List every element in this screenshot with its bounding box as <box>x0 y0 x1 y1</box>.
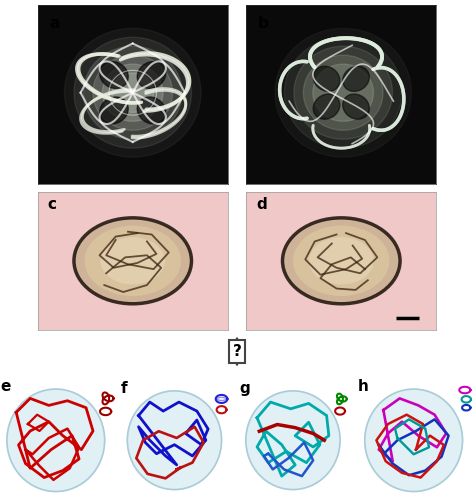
Circle shape <box>313 64 374 121</box>
Circle shape <box>64 28 201 157</box>
Text: a: a <box>49 16 60 31</box>
Ellipse shape <box>137 97 166 124</box>
Circle shape <box>93 55 173 131</box>
Ellipse shape <box>137 61 166 88</box>
Ellipse shape <box>343 66 369 91</box>
Circle shape <box>275 28 411 157</box>
Ellipse shape <box>313 66 340 91</box>
Text: ?: ? <box>233 344 241 359</box>
Text: h: h <box>358 379 369 394</box>
Ellipse shape <box>100 97 128 124</box>
Text: f: f <box>120 381 127 396</box>
Ellipse shape <box>7 389 105 491</box>
Circle shape <box>102 64 163 121</box>
Circle shape <box>303 55 383 131</box>
Ellipse shape <box>313 94 340 119</box>
Circle shape <box>293 226 390 296</box>
Circle shape <box>284 37 402 148</box>
Circle shape <box>84 226 181 296</box>
Circle shape <box>112 73 154 112</box>
Circle shape <box>309 237 374 284</box>
Circle shape <box>283 218 400 304</box>
Ellipse shape <box>128 391 221 489</box>
Ellipse shape <box>343 94 369 119</box>
Circle shape <box>74 37 191 148</box>
Circle shape <box>100 237 165 284</box>
Circle shape <box>294 46 392 139</box>
Circle shape <box>83 46 182 139</box>
Ellipse shape <box>365 389 463 491</box>
Text: g: g <box>239 381 250 396</box>
Ellipse shape <box>246 391 340 489</box>
Circle shape <box>74 218 191 304</box>
Text: c: c <box>47 197 56 212</box>
Text: d: d <box>256 197 267 212</box>
Text: b: b <box>258 16 269 31</box>
Text: e: e <box>0 379 10 394</box>
Ellipse shape <box>100 61 128 88</box>
